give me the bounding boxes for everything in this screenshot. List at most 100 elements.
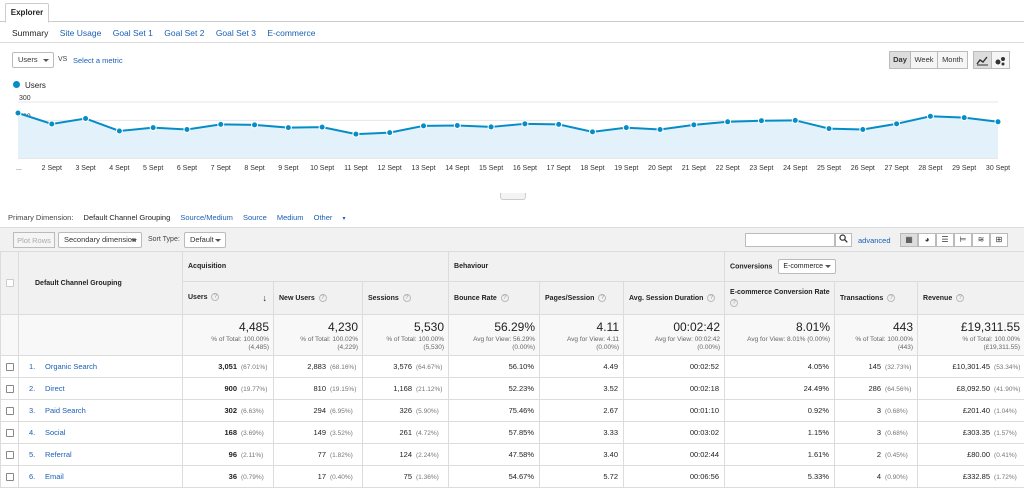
line-chart-toggle[interactable]	[973, 51, 992, 69]
data-point[interactable]	[656, 126, 664, 133]
search-button[interactable]	[835, 233, 852, 247]
view-comparison-button[interactable]: ⊨	[954, 233, 972, 247]
select-metric-link[interactable]: Select a metric	[73, 56, 123, 65]
data-point[interactable]	[82, 115, 90, 122]
subtab-site-usage[interactable]: Site Usage	[59, 28, 102, 38]
data-point[interactable]	[318, 123, 326, 131]
data-point[interactable]	[588, 128, 596, 136]
data-point[interactable]	[960, 114, 968, 122]
channel-link[interactable]: Paid Search	[45, 406, 86, 415]
conversions-group-header: Conversions E-commerce	[724, 251, 1024, 282]
data-point[interactable]	[926, 112, 934, 120]
data-point[interactable]	[420, 122, 428, 130]
data-point[interactable]	[14, 109, 22, 117]
data-point[interactable]	[386, 129, 394, 137]
motion-chart-toggle[interactable]	[991, 51, 1010, 69]
week-button[interactable]: Week	[910, 51, 938, 69]
channel-link[interactable]: Organic Search	[45, 362, 98, 371]
secondary-dimension-select[interactable]: Secondary dimension	[58, 232, 142, 248]
col-bounce-rate[interactable]: Bounce Rate?	[448, 281, 541, 315]
data-point[interactable]	[251, 121, 259, 129]
dimension-default-channel-grouping[interactable]: Default Channel Grouping	[83, 213, 171, 222]
dimension-medium[interactable]: Medium	[276, 213, 304, 222]
report-subtabs: Summary Site Usage Goal Set 1 Goal Set 2…	[12, 28, 325, 38]
help-icon[interactable]: ?	[956, 294, 965, 302]
data-point[interactable]	[115, 127, 123, 135]
data-point[interactable]	[453, 121, 461, 129]
chevron-down-icon	[215, 239, 221, 242]
row-checkbox[interactable]	[5, 407, 14, 415]
month-button[interactable]: Month	[937, 51, 968, 69]
row-checkbox[interactable]	[5, 451, 14, 459]
help-icon[interactable]: ?	[402, 294, 411, 302]
conversions-select[interactable]: E-commerce	[778, 259, 837, 274]
view-pie-button[interactable]: ◕	[918, 233, 936, 247]
col-new-users[interactable]: New Users?	[273, 281, 363, 315]
subtab-goal-set-3[interactable]: Goal Set 3	[215, 28, 256, 38]
row-index: 4.	[29, 428, 36, 437]
dimension-source[interactable]: Source	[242, 213, 267, 222]
chart-resize-handle[interactable]	[500, 193, 526, 200]
data-point[interactable]	[183, 126, 191, 133]
data-point[interactable]	[487, 123, 495, 131]
view-pivot-button[interactable]: ⊞	[990, 233, 1008, 247]
channel-link[interactable]: Social	[45, 428, 66, 437]
col-sessions[interactable]: Sessions?	[361, 281, 450, 315]
col-pages-session[interactable]: Pages/Session?	[539, 281, 625, 315]
select-all-checkbox[interactable]	[5, 279, 14, 287]
data-point[interactable]	[724, 118, 732, 126]
data-point[interactable]	[284, 124, 292, 132]
row-checkbox[interactable]	[5, 385, 14, 393]
help-icon[interactable]: ?	[887, 294, 896, 302]
plot-rows-button[interactable]: Plot Rows	[13, 232, 55, 248]
total-cell: 4.11 Avg for View: 4.11 (0.00%)	[539, 314, 625, 356]
advanced-link[interactable]: advanced	[858, 236, 891, 245]
data-point[interactable]	[791, 116, 799, 124]
view-bar-button[interactable]: ☰	[936, 233, 954, 247]
help-icon[interactable]: ?	[730, 299, 739, 308]
channel-link[interactable]: Referral	[45, 450, 72, 459]
subtab-goal-set-2[interactable]: Goal Set 2	[164, 28, 205, 38]
dimension-source-medium[interactable]: Source/Medium	[180, 213, 233, 222]
data-point[interactable]	[555, 120, 563, 128]
data-point[interactable]	[48, 120, 56, 128]
table-search-input[interactable]	[745, 233, 835, 247]
row-checkbox[interactable]	[5, 363, 14, 371]
data-point[interactable]	[825, 125, 833, 133]
help-icon[interactable]: ?	[598, 294, 607, 302]
view-table-button[interactable]: ▦	[900, 233, 918, 247]
channel-link[interactable]: Direct	[45, 384, 65, 393]
subtab-goal-set-1[interactable]: Goal Set 1	[112, 28, 153, 38]
col-transactions[interactable]: Transactions?	[834, 281, 919, 315]
help-icon[interactable]: ?	[211, 293, 220, 301]
help-icon[interactable]: ?	[500, 294, 509, 302]
sort-desc-icon[interactable]: ↓	[262, 293, 268, 303]
tab-explorer[interactable]: Explorer	[5, 3, 49, 23]
subtab-ecommerce[interactable]: E-commerce	[267, 28, 316, 38]
col-users[interactable]: Users? ↓	[182, 281, 274, 315]
data-point[interactable]	[757, 117, 765, 125]
data-point[interactable]	[352, 130, 360, 138]
data-point[interactable]	[521, 120, 529, 128]
sort-type-select[interactable]: Default	[184, 232, 226, 248]
data-point[interactable]	[217, 120, 225, 128]
data-point[interactable]	[994, 118, 1002, 126]
col-revenue[interactable]: Revenue?	[917, 281, 1024, 315]
help-icon[interactable]: ?	[318, 294, 327, 302]
data-point[interactable]	[149, 124, 157, 132]
col-conversion-rate[interactable]: E-commerce Conversion Rate?	[724, 281, 836, 315]
data-point[interactable]	[859, 126, 867, 133]
col-avg-session-duration[interactable]: Avg. Session Duration?	[623, 281, 726, 315]
row-checkbox[interactable]	[5, 473, 14, 481]
help-icon[interactable]: ?	[707, 294, 716, 302]
data-point[interactable]	[622, 124, 630, 132]
day-button[interactable]: Day	[889, 51, 911, 69]
data-point[interactable]	[893, 120, 901, 128]
data-point[interactable]	[690, 121, 698, 129]
view-term-cloud-button[interactable]: ≋	[972, 233, 990, 247]
subtab-summary[interactable]: Summary	[12, 28, 49, 38]
dimension-other[interactable]: Other ▾	[314, 213, 354, 222]
metric-select[interactable]: Users	[12, 52, 54, 68]
channel-link[interactable]: Email	[45, 472, 64, 481]
row-checkbox[interactable]	[5, 429, 14, 437]
